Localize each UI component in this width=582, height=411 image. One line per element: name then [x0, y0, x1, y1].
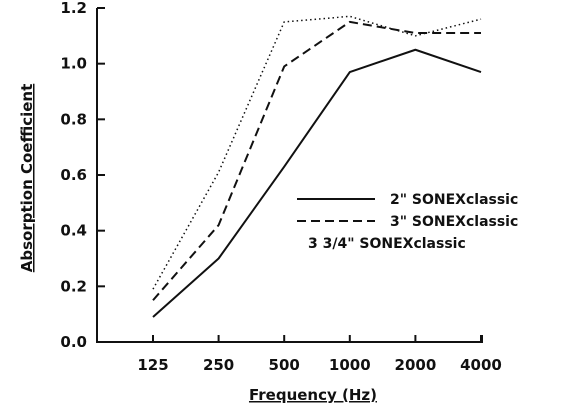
axis-frame: [96, 8, 483, 343]
y-tick-label: 0.6: [60, 166, 87, 184]
y-tick-label: 1.0: [60, 55, 87, 73]
y-tick-label: 0.2: [60, 277, 87, 295]
x-tick-label: 2000: [395, 356, 437, 374]
plot-area: [152, 15, 482, 318]
legend: 2" SONEXclassic 3" SONEXclassic 3 3/4" SON…: [297, 192, 518, 252]
y-axis-title: Absorption Coefficient: [18, 84, 36, 273]
legend-label-3: 3 3/4" SONEXclassic: [308, 236, 466, 252]
axes: 0.0 0.2 0.4 0.6 0.8 1.0 1.2 125 250 500 1000 2000 40…: [60, 0, 501, 374]
y-tick-label: 0.0: [60, 333, 87, 351]
x-tick-label: 4000: [460, 356, 502, 374]
series-line-1: [152, 48, 482, 318]
series-line-2: [152, 20, 481, 301]
legend-label-1: 2" SONEXclassic: [390, 192, 518, 208]
y-tick-label: 1.2: [60, 0, 87, 17]
y-tick-label: 0.4: [60, 222, 87, 240]
x-tick-label: 1000: [329, 356, 371, 374]
legend-label-2: 3" SONEXclassic: [390, 214, 518, 230]
x-tick-label: 500: [269, 356, 300, 374]
x-axis-title: Frequency (Hz): [249, 386, 377, 404]
x-tick-label: 125: [137, 356, 168, 374]
y-tick-label: 0.8: [60, 110, 87, 128]
x-tick-label: 250: [203, 356, 234, 374]
